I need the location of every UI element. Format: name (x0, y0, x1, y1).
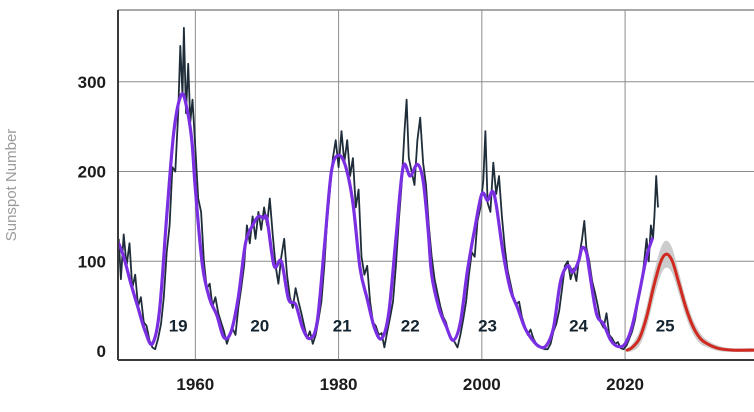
cycle-number-label: 20 (250, 316, 269, 335)
y-tick-label: 100 (78, 252, 106, 271)
cycle-number-label: 23 (478, 316, 497, 335)
y-axis-title: Sunspot Number (3, 129, 20, 242)
monthly-sunspot-line (118, 27, 659, 351)
cycle-25-prediction-line (625, 252, 754, 352)
cycle-number-label: 22 (401, 316, 420, 335)
x-tick-label: 2000 (463, 375, 501, 394)
x-tick-label: 1980 (320, 375, 358, 394)
smoothed-sunspot-line (118, 92, 654, 350)
cycle-number-label: 24 (569, 316, 588, 335)
cycle-number-label: 25 (656, 316, 675, 335)
cycle-number-label: 19 (169, 316, 188, 335)
y-tick-label: 200 (78, 163, 106, 182)
y-tick-label: 300 (78, 73, 106, 92)
x-tick-label: 1960 (176, 375, 214, 394)
y-tick-label: 0 (97, 342, 106, 361)
x-tick-label: 2020 (606, 375, 644, 394)
cycle-number-label: 21 (333, 316, 352, 335)
